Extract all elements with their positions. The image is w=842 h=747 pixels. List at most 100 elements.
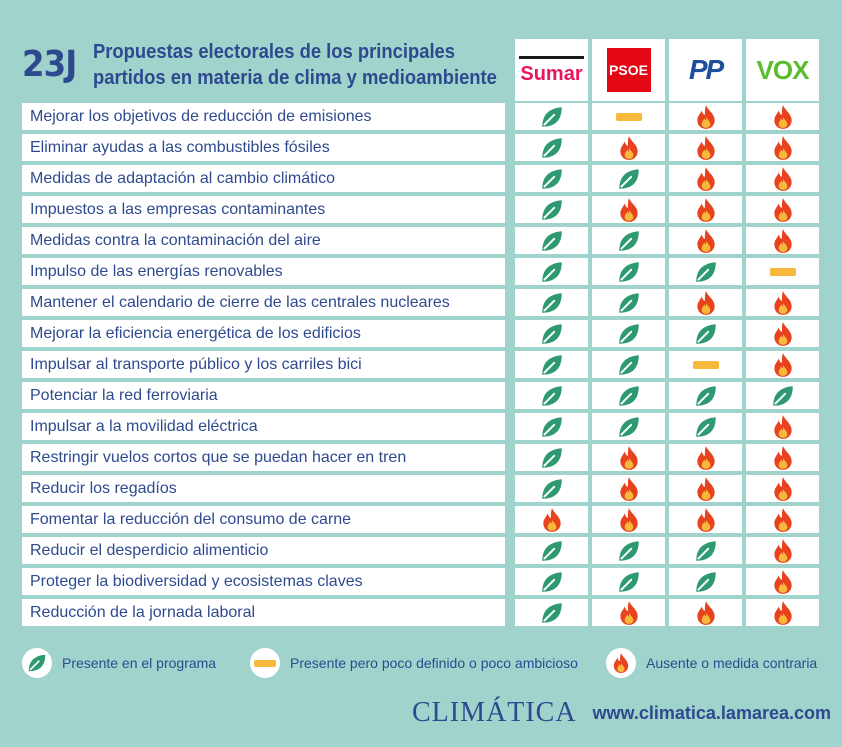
fire-icon: [773, 166, 792, 191]
leaf-icon: [618, 261, 639, 282]
fire-icon: [696, 197, 715, 222]
row-label: Mejorar los objetivos de reducción de em…: [22, 103, 505, 130]
leaf-icon: [541, 137, 562, 158]
table-row: Impulso de las energías renovables: [22, 258, 819, 285]
leaf-icon: [772, 385, 793, 406]
status-cell-psoe: [592, 537, 665, 564]
fire-icon: [696, 166, 715, 191]
leaf-icon: [695, 416, 716, 437]
legend-absent-label: Ausente o medida contraria: [646, 655, 818, 671]
row-label: Potenciar la red ferroviaria: [22, 382, 505, 409]
status-cell-sumar: [515, 351, 588, 378]
leaf-icon: [618, 416, 639, 437]
table-row: Impuestos a las empresas contaminantes: [22, 196, 819, 223]
status-cell-vox: [746, 289, 819, 316]
leaf-icon: [695, 385, 716, 406]
status-cell-sumar: [515, 537, 588, 564]
status-cell-vox: [746, 537, 819, 564]
status-cell-pp: [669, 382, 742, 409]
title-line-2: partidos en materia de clima y medioambi…: [92, 67, 497, 89]
leaf-icon: [618, 323, 639, 344]
website-url[interactable]: www.climatica.lamarea.com: [592, 702, 831, 723]
leaf-icon: [541, 354, 562, 375]
sumar-logo-bar: [519, 56, 584, 59]
status-cell-psoe: [592, 351, 665, 378]
fire-icon: [696, 228, 715, 253]
fire-icon: [773, 538, 792, 563]
leaf-icon: [541, 416, 562, 437]
party-logos: Sumar PSOE PP VOX: [515, 39, 819, 101]
leaf-icon: [695, 540, 716, 561]
legend-partial-circle: [250, 648, 280, 678]
status-cell-sumar: [515, 320, 588, 347]
status-cell-pp: [669, 599, 742, 626]
psoe-logo-text: PSOE: [606, 48, 651, 92]
leaf-icon: [541, 106, 562, 127]
title-line-1: Propuestas electorales de los principale…: [92, 41, 455, 63]
leaf-icon: [541, 323, 562, 344]
row-label: Impuestos a las empresas contaminantes: [22, 196, 505, 223]
header: 23J Propuestas electorales de los princi…: [22, 34, 512, 96]
table-row: Proteger la biodiversidad y ecosistemas …: [22, 568, 819, 595]
dash-icon: [769, 267, 796, 276]
status-cell-vox: [746, 475, 819, 502]
leaf-icon: [618, 292, 639, 313]
leaf-icon: [695, 571, 716, 592]
fire-icon: [773, 414, 792, 439]
fire-icon: [542, 507, 561, 532]
psoe-logo: PSOE: [592, 39, 665, 101]
status-cell-psoe: [592, 103, 665, 130]
row-label: Reducir los regadíos: [22, 475, 505, 502]
status-cell-pp: [669, 444, 742, 471]
status-cell-vox: [746, 227, 819, 254]
leaf-icon: [541, 478, 562, 499]
status-cell-pp: [669, 196, 742, 223]
leaf-icon: [28, 654, 46, 672]
fire-icon: [696, 445, 715, 470]
fire-icon: [613, 653, 629, 673]
footer: CLIMÁTICA www.climatica.lamarea.com: [412, 697, 831, 728]
status-cell-psoe: [592, 289, 665, 316]
status-cell-sumar: [515, 165, 588, 192]
legend-partial: Presente pero poco definido o poco ambic…: [250, 648, 578, 678]
fire-icon: [619, 507, 638, 532]
status-cell-sumar: [515, 196, 588, 223]
status-cell-vox: [746, 506, 819, 533]
fire-icon: [773, 445, 792, 470]
status-cell-psoe: [592, 568, 665, 595]
status-cell-psoe: [592, 382, 665, 409]
vox-logo: VOX: [746, 39, 819, 101]
status-cell-pp: [669, 320, 742, 347]
leaf-icon: [541, 447, 562, 468]
legend-absent: Ausente o medida contraria: [606, 648, 817, 678]
dash-icon: [692, 360, 719, 369]
table-row: Mantener el calendario de cierre de las …: [22, 289, 819, 316]
fire-icon: [696, 135, 715, 160]
leaf-icon: [541, 571, 562, 592]
fire-icon: [696, 290, 715, 315]
status-cell-pp: [669, 165, 742, 192]
fire-icon: [619, 197, 638, 222]
status-cell-vox: [746, 134, 819, 161]
row-label: Proteger la biodiversidad y ecosistemas …: [22, 568, 505, 595]
status-cell-psoe: [592, 413, 665, 440]
table-row: Reducir los regadíos: [22, 475, 819, 502]
status-cell-sumar: [515, 568, 588, 595]
fire-icon: [619, 445, 638, 470]
table-row: Medidas de adaptación al cambio climátic…: [22, 165, 819, 192]
table-row: Mejorar los objetivos de reducción de em…: [22, 103, 819, 130]
table-row: Reducir el desperdicio alimenticio: [22, 537, 819, 564]
legend-partial-label: Presente pero poco definido o poco ambic…: [290, 655, 578, 671]
status-cell-sumar: [515, 444, 588, 471]
fire-icon: [696, 104, 715, 129]
legend: Presente en el programa Presente pero po…: [22, 648, 819, 678]
pp-logo-text: PP: [688, 54, 724, 85]
status-cell-pp: [669, 351, 742, 378]
fire-icon: [773, 600, 792, 625]
leaf-icon: [618, 385, 639, 406]
fire-icon: [773, 135, 792, 160]
status-cell-sumar: [515, 103, 588, 130]
table-row: Restringir vuelos cortos que se puedan h…: [22, 444, 819, 471]
status-cell-vox: [746, 103, 819, 130]
status-cell-pp: [669, 568, 742, 595]
